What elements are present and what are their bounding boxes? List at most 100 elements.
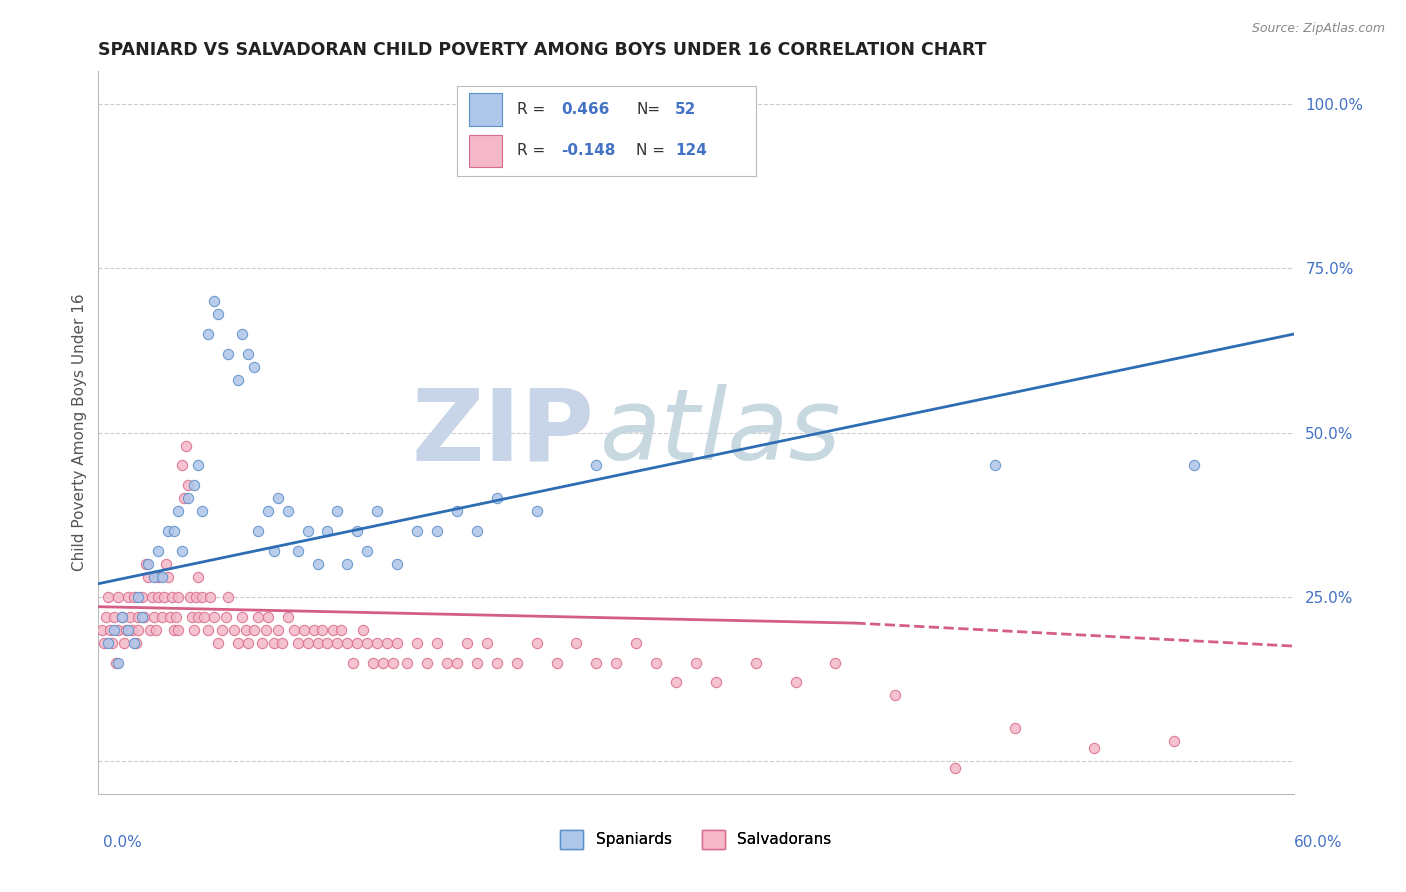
Point <box>307 636 329 650</box>
Point <box>167 504 190 518</box>
Point <box>125 636 148 650</box>
Point <box>172 458 194 473</box>
Point <box>163 524 186 538</box>
Point <box>465 524 488 538</box>
Point <box>456 636 478 650</box>
Point <box>346 524 368 538</box>
Point <box>342 656 364 670</box>
Point <box>187 609 209 624</box>
Point <box>163 623 186 637</box>
Point <box>267 623 290 637</box>
Point <box>263 636 285 650</box>
Point <box>416 656 439 670</box>
Point <box>135 557 157 571</box>
Point <box>165 609 187 624</box>
Point <box>134 609 156 624</box>
Point <box>198 590 221 604</box>
Point <box>385 557 409 571</box>
Point <box>1182 458 1205 473</box>
Point <box>183 478 205 492</box>
Point <box>193 609 215 624</box>
Point <box>143 609 166 624</box>
Point <box>236 636 259 650</box>
Point <box>117 590 139 604</box>
Point <box>665 675 688 690</box>
Point <box>127 623 149 637</box>
Point <box>153 590 176 604</box>
Point <box>197 623 219 637</box>
Point <box>605 656 627 670</box>
Point <box>167 623 190 637</box>
Point <box>160 590 183 604</box>
Point <box>217 347 239 361</box>
Point <box>101 636 124 650</box>
Point <box>121 623 143 637</box>
Point <box>217 590 239 604</box>
Point <box>277 609 299 624</box>
Point <box>316 524 339 538</box>
Point <box>226 373 249 387</box>
Point <box>111 609 134 624</box>
Point <box>243 623 266 637</box>
Point <box>131 590 153 604</box>
Point <box>150 570 173 584</box>
Point <box>406 636 429 650</box>
Point <box>91 623 114 637</box>
Point <box>585 656 607 670</box>
Point <box>187 458 209 473</box>
Point <box>254 623 277 637</box>
Point <box>107 623 129 637</box>
Point <box>112 636 135 650</box>
Point <box>177 478 200 492</box>
Point <box>222 623 245 637</box>
Point <box>322 623 344 637</box>
Point <box>105 656 128 670</box>
Point <box>373 656 395 670</box>
Point <box>352 623 374 637</box>
Point <box>127 590 149 604</box>
Point <box>426 636 449 650</box>
Y-axis label: Child Poverty Among Boys Under 16: Child Poverty Among Boys Under 16 <box>72 293 87 572</box>
Point <box>406 524 429 538</box>
Point <box>107 656 129 670</box>
Point <box>127 609 149 624</box>
Point <box>207 307 229 321</box>
Point <box>884 689 907 703</box>
Point <box>215 609 238 624</box>
Point <box>645 656 668 670</box>
Point <box>172 544 194 558</box>
Point <box>283 623 305 637</box>
Point <box>984 458 1007 473</box>
Point <box>131 609 153 624</box>
Point <box>226 636 249 650</box>
Point <box>97 636 120 650</box>
Text: SPANIARD VS SALVADORAN CHILD POVERTY AMONG BOYS UNDER 16 CORRELATION CHART: SPANIARD VS SALVADORAN CHILD POVERTY AMO… <box>98 41 987 59</box>
Point <box>585 458 607 473</box>
Point <box>177 491 200 506</box>
Text: 0.0%: 0.0% <box>103 836 142 850</box>
Point <box>148 590 170 604</box>
Point <box>250 636 273 650</box>
Point <box>446 656 468 670</box>
Point <box>136 557 159 571</box>
Point <box>626 636 648 650</box>
Point <box>174 439 197 453</box>
Point <box>179 590 201 604</box>
Point <box>231 327 253 342</box>
Point <box>326 504 349 518</box>
Point <box>117 623 139 637</box>
Point <box>256 504 278 518</box>
Point <box>546 656 568 670</box>
Point <box>526 636 548 650</box>
Point <box>1004 721 1026 735</box>
Point <box>346 636 368 650</box>
Point <box>93 636 115 650</box>
Point <box>207 636 229 650</box>
Point <box>148 570 170 584</box>
Point <box>181 609 204 624</box>
Point <box>187 570 209 584</box>
Point <box>157 570 180 584</box>
Point <box>287 636 309 650</box>
Point <box>107 590 129 604</box>
Point <box>475 636 498 650</box>
